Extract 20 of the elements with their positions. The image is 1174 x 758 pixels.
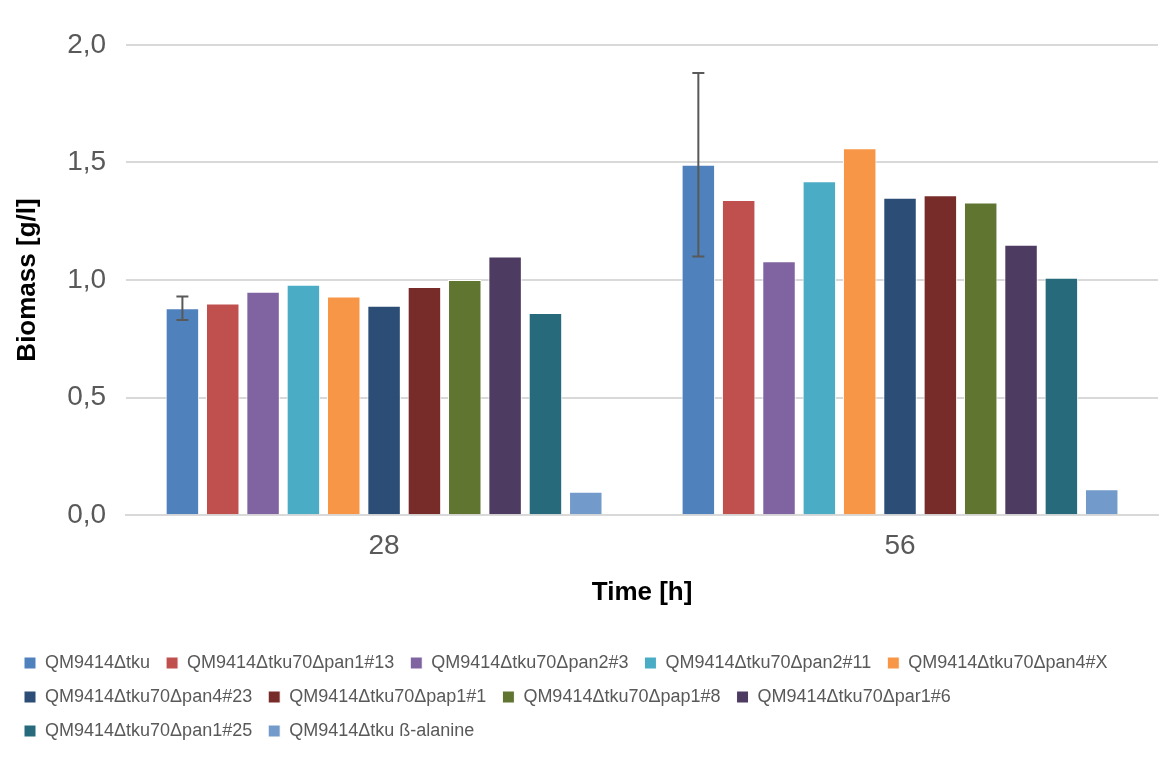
- y-tick-label: 0,0: [67, 497, 107, 529]
- legend-label: QM9414Δtku70Δpan4#23: [45, 685, 253, 706]
- legend-label: QM9414Δtku70Δpan2#3: [431, 651, 629, 672]
- y-tick-label: 1,5: [67, 145, 107, 177]
- legend-label: QM9414Δtku70Δpap1#1: [289, 685, 487, 706]
- legend-label: QM9414Δtku70Δpan1#25: [45, 719, 253, 740]
- x-axis-title: Time [h]: [591, 575, 693, 606]
- y-tick-label: 2,0: [67, 27, 107, 59]
- legend-label: QM9414Δtku70Δpan2#11: [665, 651, 872, 672]
- legend-label: QM9414Δtku ß-alanine: [289, 719, 475, 740]
- legend-label: QM9414Δtku: [45, 651, 151, 672]
- legend-label: QM9414Δtku70Δpap1#8: [523, 685, 721, 706]
- legend-label: QM9414Δtku70Δpan1#13: [187, 651, 395, 672]
- y-tick-label: 1,0: [67, 262, 107, 294]
- y-tick-label: 0,5: [67, 380, 107, 412]
- x-tick-label: 56: [884, 528, 916, 560]
- legend-label: QM9414Δtku70Δpan4#X: [908, 651, 1108, 672]
- x-tick-label: 28: [368, 528, 400, 560]
- legend-label: QM9414Δtku70Δpar1#6: [757, 685, 951, 706]
- y-axis-title: Biomass [g/l]: [10, 198, 41, 362]
